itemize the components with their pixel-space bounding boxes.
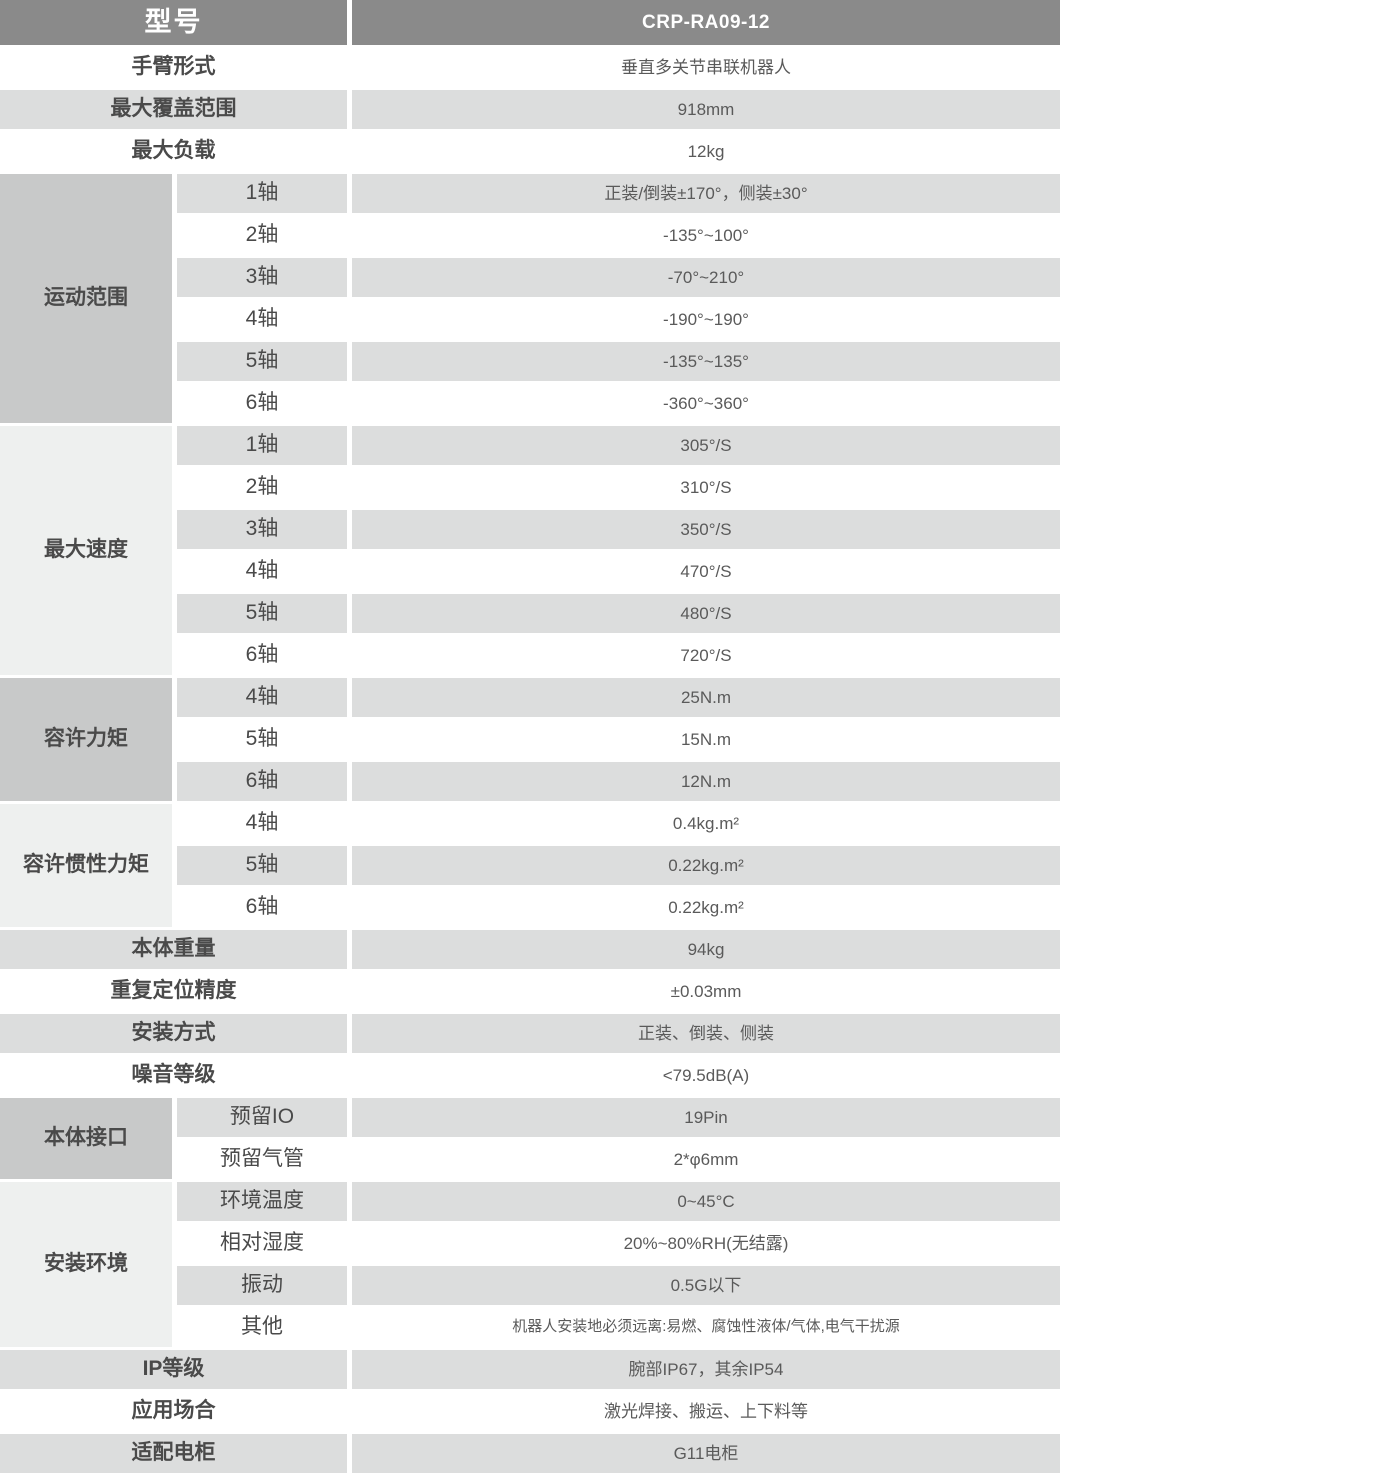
row-max-reach-value: 918mm	[352, 90, 1060, 129]
torque-axis5-label: 5轴	[245, 727, 279, 751]
max-speed-axis6-label: 6轴	[245, 643, 279, 667]
torque-axis5-value: 15N.m	[680, 729, 732, 749]
motion-range-axis5-value: -135°~135°	[352, 342, 1060, 381]
inertia-axis4-value: 0.4kg.m²	[672, 813, 740, 833]
row-cabinet-label: 适配电柜	[0, 1434, 347, 1473]
motion-range-axis1-label: 1轴	[177, 174, 347, 213]
max-speed-axis3-value: 350°/S	[352, 510, 1060, 549]
group-allowable-torque-label: 容许力矩	[0, 678, 172, 801]
group-motion-range-label: 运动范围	[0, 174, 172, 423]
row-noise-value: <79.5dB(A)	[662, 1065, 750, 1085]
inertia-axis6-label: 6轴	[245, 895, 279, 919]
motion-range-axis6-label: 6轴	[245, 391, 279, 415]
row-arm-type-value: 垂直多关节串联机器人	[621, 57, 791, 77]
inertia-axis5-value: 0.22kg.m²	[352, 846, 1060, 885]
row-repeatability-value: ±0.03mm	[670, 981, 742, 1001]
torque-axis6-label: 6轴	[177, 762, 347, 801]
torque-axis4-label: 4轴	[177, 678, 347, 717]
row-ip-rating-label: IP等级	[0, 1350, 347, 1389]
max-speed-axis5-value: 480°/S	[352, 594, 1060, 633]
row-applications-label: 应用场合	[131, 1399, 216, 1423]
group-install-env-label: 安装环境	[0, 1182, 172, 1347]
env-humidity-label: 相对湿度	[220, 1231, 304, 1255]
max-speed-axis2-value: 310°/S	[680, 477, 732, 497]
motion-range-axis2-value: -135°~100°	[663, 225, 749, 245]
max-speed-axis3-label: 3轴	[177, 510, 347, 549]
row-mounting-label: 安装方式	[0, 1014, 347, 1053]
env-other-label: 其他	[241, 1315, 283, 1339]
group-body-interface-label: 本体接口	[0, 1098, 172, 1179]
env-humidity-value: 20%~80%RH(无结露)	[623, 1233, 789, 1253]
row-body-weight-value: 94kg	[352, 930, 1060, 969]
row-max-payload-value: 12kg	[687, 141, 725, 161]
motion-range-axis5-label: 5轴	[177, 342, 347, 381]
torque-axis4-value: 25N.m	[352, 678, 1060, 717]
row-arm-type-label: 手臂形式	[131, 55, 216, 79]
robot-spec-table: 型号 CRP-RA09-12 手臂形式 垂直多关节串联机器人 最大覆盖范围 91…	[0, 0, 1060, 1473]
row-applications-value: 激光焊接、搬运、上下料等	[604, 1401, 808, 1421]
interface-air-value: 2*φ6mm	[673, 1149, 739, 1169]
max-speed-axis5-label: 5轴	[177, 594, 347, 633]
interface-air-label: 预留气管	[220, 1147, 304, 1171]
max-speed-axis4-label: 4轴	[245, 559, 279, 583]
max-speed-axis1-value: 305°/S	[352, 426, 1060, 465]
row-noise-label: 噪音等级	[131, 1063, 216, 1087]
max-speed-axis6-value: 720°/S	[680, 645, 732, 665]
motion-range-axis3-value: -70°~210°	[352, 258, 1060, 297]
motion-range-axis1-value: 正装/倒装±170°，侧装±30°	[352, 174, 1060, 213]
max-speed-axis2-label: 2轴	[245, 475, 279, 499]
max-speed-axis1-label: 1轴	[177, 426, 347, 465]
env-vibration-label: 振动	[177, 1266, 347, 1305]
env-vibration-value: 0.5G以下	[352, 1266, 1060, 1305]
inertia-axis5-label: 5轴	[177, 846, 347, 885]
interface-io-value: 19Pin	[352, 1098, 1060, 1137]
row-max-payload-label: 最大负载	[131, 139, 216, 163]
row-cabinet-value: G11电柜	[352, 1434, 1060, 1473]
interface-io-label: 预留IO	[177, 1098, 347, 1137]
model-header-label: 型号	[0, 0, 347, 45]
inertia-axis4-label: 4轴	[245, 811, 279, 835]
motion-range-axis2-label: 2轴	[245, 223, 279, 247]
model-header-value: CRP-RA09-12	[352, 0, 1060, 45]
max-speed-axis4-value: 470°/S	[680, 561, 732, 581]
torque-axis6-value: 12N.m	[352, 762, 1060, 801]
group-max-speed-label: 最大速度	[0, 426, 172, 675]
motion-range-axis6-value: -360°~360°	[663, 393, 749, 413]
row-ip-rating-value: 腕部IP67，其余IP54	[352, 1350, 1060, 1389]
env-temperature-value: 0~45°C	[352, 1182, 1060, 1221]
row-max-reach-label: 最大覆盖范围	[0, 90, 347, 129]
group-allowable-inertia-label: 容许惯性力矩	[0, 804, 172, 927]
env-other-value: 机器人安装地必须远离:易燃、腐蚀性液体/气体,电气干扰源	[512, 1318, 900, 1336]
motion-range-axis4-value: -190°~190°	[663, 309, 749, 329]
env-temperature-label: 环境温度	[177, 1182, 347, 1221]
row-mounting-value: 正装、倒装、侧装	[352, 1014, 1060, 1053]
motion-range-axis4-label: 4轴	[245, 307, 279, 331]
motion-range-axis3-label: 3轴	[177, 258, 347, 297]
inertia-axis6-value: 0.22kg.m²	[668, 897, 744, 917]
row-body-weight-label: 本体重量	[0, 930, 347, 969]
row-repeatability-label: 重复定位精度	[110, 979, 237, 1003]
